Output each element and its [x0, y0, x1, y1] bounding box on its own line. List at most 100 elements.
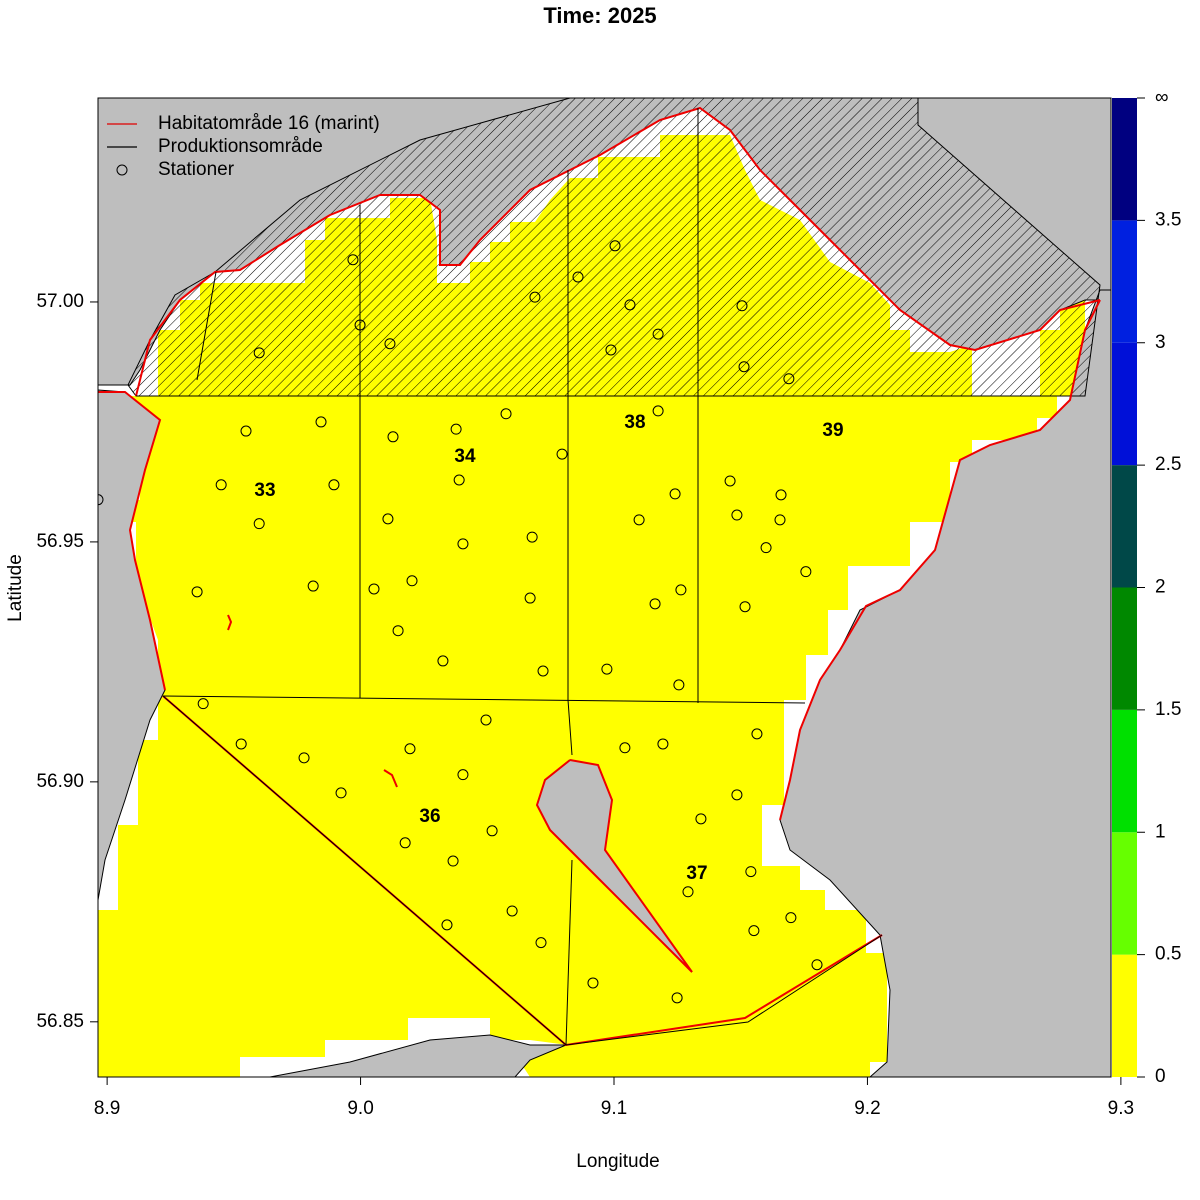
legend-swatch — [116, 164, 128, 176]
station — [197, 698, 209, 710]
boundary-line — [565, 859, 573, 1046]
station — [745, 866, 757, 878]
map-layers — [98, 98, 1111, 1077]
station — [387, 431, 399, 443]
legend-label: Stationer — [158, 159, 235, 180]
habitat-patch — [383, 769, 398, 788]
colorbar-bin — [1112, 709, 1137, 833]
legend-label: Produktionsområde — [158, 136, 323, 157]
station — [675, 584, 687, 596]
station — [587, 977, 599, 989]
y-tick-label: 56.85 — [36, 1011, 84, 1032]
station — [457, 538, 469, 550]
land-south — [269, 1034, 567, 1077]
station — [399, 837, 411, 849]
axes: 8.9 9.0 9.1 9.2 9.3 56.85 56.90 56.95 57.00 — [36, 291, 1134, 1119]
colorbar-tick-label: 1.5 — [1155, 699, 1181, 720]
station — [368, 583, 380, 595]
colorbar-bin — [1112, 954, 1137, 1077]
area-labels: 33 34 38 39 36 37 — [254, 412, 843, 884]
station — [774, 514, 786, 526]
area-label: 33 — [254, 480, 275, 501]
colorbar-bin — [1112, 832, 1137, 955]
station — [669, 488, 681, 500]
station — [457, 769, 469, 781]
area-label: 39 — [822, 420, 843, 441]
colorbar-tick-label: 0 — [1155, 1066, 1166, 1087]
colorbar-bin — [1112, 587, 1137, 710]
station — [437, 655, 449, 667]
station — [298, 752, 310, 764]
plot-frame — [97, 97, 1112, 1078]
station — [354, 319, 366, 331]
station — [731, 509, 743, 521]
x-tick-label: 9.3 — [1108, 1098, 1134, 1119]
habitat-patch — [227, 614, 233, 631]
station — [450, 423, 462, 435]
station — [382, 513, 394, 525]
station — [98, 494, 104, 506]
colorbar-bin — [1112, 342, 1137, 466]
station — [652, 405, 664, 417]
y-tick-label: 57.00 — [36, 291, 84, 312]
habitat-coastline — [98, 391, 166, 691]
colorbar-bin — [1112, 98, 1137, 221]
station — [406, 575, 418, 587]
station — [347, 254, 359, 266]
station — [649, 598, 661, 610]
station — [671, 992, 683, 1004]
station — [601, 663, 613, 675]
x-tick-label: 9.1 — [601, 1098, 627, 1119]
station — [537, 665, 549, 677]
area-label: 34 — [454, 446, 476, 467]
x-tick-label: 8.9 — [94, 1098, 120, 1119]
station — [605, 344, 617, 356]
y-tick-label: 56.90 — [36, 771, 84, 792]
habitat-coastline — [779, 299, 1101, 821]
x-tick-label: 9.0 — [347, 1098, 373, 1119]
station — [315, 416, 327, 428]
station — [748, 925, 760, 937]
station — [529, 291, 541, 303]
station — [453, 474, 465, 486]
station — [751, 728, 763, 740]
station — [392, 625, 404, 637]
station — [191, 586, 203, 598]
habitat-coastline — [535, 759, 693, 973]
station — [682, 886, 694, 898]
station — [673, 679, 685, 691]
station — [775, 489, 787, 501]
legend: Habitatområde 16 (marint)Produktionsområ… — [107, 113, 380, 180]
station — [760, 542, 772, 554]
station — [695, 813, 707, 825]
production-boundaries — [136, 108, 1060, 1046]
station — [609, 240, 621, 252]
station — [738, 361, 750, 373]
station — [619, 742, 631, 754]
x-axis-title: Longitude — [576, 1151, 659, 1172]
station — [633, 514, 645, 526]
station — [441, 919, 453, 931]
colorbar-tick-label: ∞ — [1155, 87, 1169, 108]
x-tick-label: 9.2 — [854, 1098, 880, 1119]
station — [500, 408, 512, 420]
station — [328, 479, 340, 491]
stations — [98, 240, 823, 1004]
y-tick-label: 56.95 — [36, 531, 84, 552]
boundary-line — [196, 271, 217, 381]
station — [307, 580, 319, 592]
colorbar-tick-label: 0.5 — [1155, 944, 1181, 965]
station — [253, 347, 265, 359]
station — [739, 601, 751, 613]
colorbar-tick-label: 3 — [1155, 332, 1166, 353]
area-label: 36 — [419, 806, 440, 827]
legend-label: Habitatområde 16 (marint) — [158, 113, 380, 134]
station — [785, 912, 797, 924]
colorbar-tick-label: 2.5 — [1155, 454, 1181, 475]
station — [215, 479, 227, 491]
colorbar-tick-label: 1 — [1155, 821, 1166, 842]
station — [235, 738, 247, 750]
boundary-line — [162, 695, 883, 1046]
boundary-line — [162, 695, 806, 704]
